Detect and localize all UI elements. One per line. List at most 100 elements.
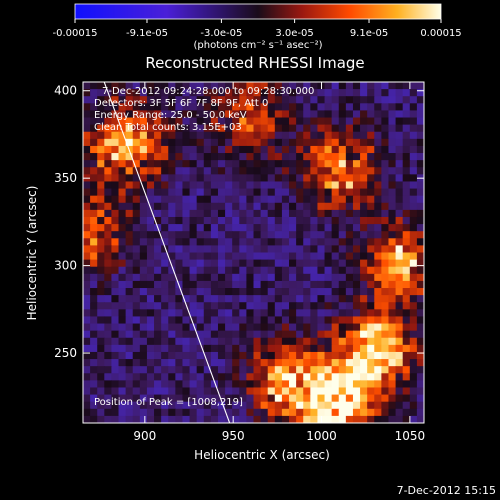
heatmap-cell: [146, 380, 155, 389]
heatmap-cell: [154, 408, 162, 417]
heatmap-cell: [125, 224, 134, 232]
heatmap-cell: [289, 174, 297, 183]
heatmap-cell: [352, 188, 361, 197]
heatmap-cell: [331, 153, 340, 161]
heatmap-cell: [374, 202, 382, 211]
heatmap-cell: [182, 117, 191, 126]
heatmap-cell: [161, 224, 169, 232]
heatmap-cell: [139, 295, 148, 303]
heatmap-cell: [416, 245, 424, 254]
heatmap-cell: [146, 295, 155, 303]
heatmap-cell: [104, 82, 113, 90]
heatmap-cell: [189, 131, 198, 140]
heatmap-cell: [253, 96, 262, 104]
heatmap-cell: [118, 160, 127, 168]
heatmap-cell: [83, 351, 91, 360]
heatmap-cell: [232, 174, 240, 183]
heatmap-cell: [310, 124, 319, 133]
heatmap-cell: [203, 174, 212, 183]
heatmap-cell: [367, 359, 375, 367]
heatmap-cell: [281, 188, 290, 197]
heatmap-cell: [310, 174, 319, 183]
heatmap-cell: [225, 188, 233, 197]
heatmap-cell: [97, 337, 105, 346]
heatmap-cell: [196, 138, 205, 147]
y-axis-label: Heliocentric Y (arcsec): [25, 186, 39, 321]
heatmap-cell: [324, 387, 333, 396]
heatmap-cell: [345, 302, 354, 310]
heatmap-cell: [409, 351, 418, 360]
heatmap-cell: [125, 216, 134, 225]
heatmap-cell: [118, 309, 127, 318]
heatmap-cell: [154, 280, 162, 289]
heatmap-cell: [146, 89, 155, 97]
heatmap-cell: [317, 245, 326, 254]
heatmap-cell: [189, 238, 198, 246]
heatmap-cell: [381, 366, 390, 374]
heatmap-cell: [409, 337, 418, 346]
heatmap-cell: [352, 316, 361, 325]
heatmap-cell: [274, 103, 283, 112]
heatmap-cell: [83, 394, 91, 403]
heatmap-cell: [225, 351, 233, 360]
heatmap-cell: [90, 245, 98, 254]
heatmap-cell: [111, 110, 120, 119]
heatmap-cell: [175, 344, 184, 353]
heatmap-cell: [182, 110, 191, 119]
heatmap-cell: [331, 344, 340, 353]
heatmap-cell: [409, 231, 418, 239]
heatmap-cell: [388, 380, 397, 389]
heatmap-cell: [154, 202, 162, 211]
heatmap-cell: [217, 295, 226, 303]
heatmap-cell: [104, 387, 113, 396]
heatmap-cell: [217, 259, 226, 268]
heatmap-cell: [232, 216, 240, 225]
heatmap-cell: [210, 366, 219, 374]
heatmap-cell: [303, 408, 311, 417]
heatmap-cell: [246, 167, 255, 175]
heatmap-cell: [203, 330, 212, 339]
heatmap-cell: [225, 387, 233, 396]
heatmap-cell: [225, 153, 233, 161]
heatmap-cell: [154, 188, 162, 197]
heatmap-cell: [388, 153, 397, 161]
heatmap-cell: [345, 160, 354, 168]
heatmap-cell: [388, 209, 397, 218]
heatmap-cell: [317, 344, 326, 353]
heatmap-cell: [260, 309, 269, 318]
heatmap-cell: [239, 145, 247, 154]
heatmap-cell: [146, 82, 155, 90]
heatmap-cell: [338, 160, 347, 168]
heatmap-cell: [360, 280, 368, 289]
heatmap-cell: [125, 167, 134, 175]
heatmap-cell: [310, 259, 319, 268]
heatmap-cell: [139, 131, 148, 140]
heatmap-cell: [111, 252, 120, 261]
heatmap-cell: [267, 124, 276, 133]
heatmap-cell: [132, 202, 141, 211]
heatmap-cell: [104, 266, 113, 275]
heatmap-cell: [338, 373, 347, 381]
heatmap-cell: [367, 380, 375, 389]
heatmap-cell: [310, 344, 319, 353]
heatmap-cell: [374, 380, 382, 389]
heatmap-cell: [161, 387, 169, 396]
heatmap-cell: [331, 202, 340, 211]
heatmap-cell: [402, 195, 411, 204]
heatmap-cell: [232, 131, 240, 140]
heatmap-cell: [189, 366, 198, 374]
heatmap-cell: [324, 302, 333, 310]
heatmap-cell: [104, 302, 113, 310]
heatmap-cell: [310, 351, 319, 360]
heatmap-cell: [274, 195, 283, 204]
heatmap-cell: [246, 351, 255, 360]
heatmap-cell: [154, 337, 162, 346]
solar-limb-line: [103, 82, 231, 423]
heatmap-cell: [225, 380, 233, 389]
heatmap-cell: [83, 131, 91, 140]
heatmap-cell: [168, 209, 176, 218]
heatmap-cell: [360, 373, 368, 381]
heatmap-cell: [317, 373, 326, 381]
heatmap-cell: [374, 195, 382, 204]
heatmap-cell: [154, 252, 162, 261]
